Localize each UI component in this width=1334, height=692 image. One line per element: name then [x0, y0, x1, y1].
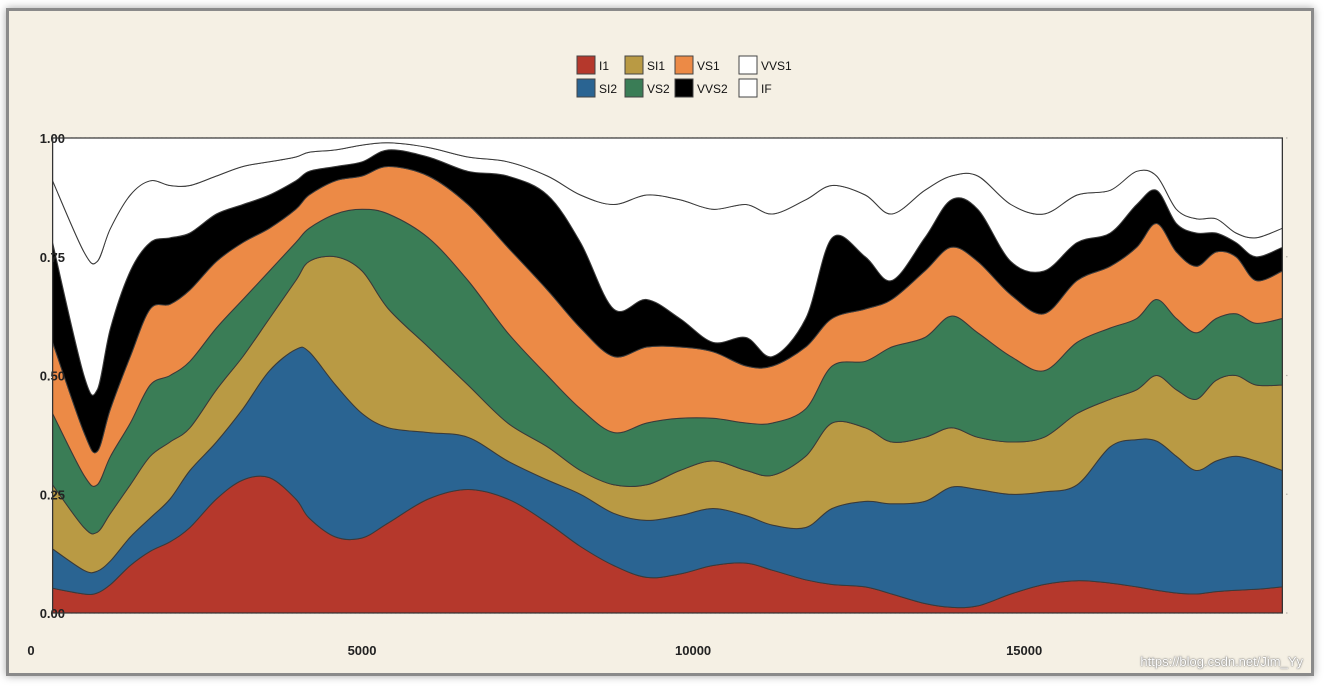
stacked-area-chart: 0.000.250.500.751.000 5000 10000 15000 I1 SI… — [27, 55, 1289, 658]
legend-item-vs2: VS2 — [624, 78, 670, 98]
x-tick-label: 10000 — [675, 643, 711, 658]
legend-item-if: IF — [738, 78, 772, 98]
area-layer — [52, 137, 1283, 614]
legend-item-i1: I1 — [576, 55, 609, 75]
legend-swatch — [738, 78, 758, 98]
legend: I1 SI1 VS1 VVS1 SI2 VS2 VVS2 IF — [576, 55, 792, 98]
legend-item-si1: SI1 — [624, 55, 665, 75]
legend-swatch — [576, 78, 596, 98]
x-tick-label: 15000 — [1006, 643, 1042, 658]
plot-border — [51, 137, 1283, 614]
legend-label: VVS2 — [697, 82, 728, 96]
watermark: https://blog.csdn.net/Jim_Yy — [1140, 654, 1303, 669]
legend-label: VS2 — [647, 82, 670, 96]
legend-label: I1 — [599, 59, 609, 73]
x-tick-label: 0 — [27, 643, 34, 658]
legend-swatch — [576, 55, 596, 75]
legend-item-si2: SI2 — [576, 78, 617, 98]
legend-item-vvs1: VVS1 — [738, 55, 792, 75]
legend-label: SI1 — [647, 59, 665, 73]
legend-label: SI2 — [599, 82, 617, 96]
x-tick-label: 5000 — [348, 643, 377, 658]
legend-label: IF — [761, 82, 772, 96]
legend-swatch — [624, 55, 644, 75]
legend-label: VVS1 — [761, 59, 792, 73]
legend-label: VS1 — [697, 59, 720, 73]
axis-layer: 0.000.250.500.751.000 5000 10000 15000 — [27, 131, 1283, 658]
legend-item-vs1: VS1 — [674, 55, 720, 75]
legend-swatch — [674, 55, 694, 75]
chart-frame: 0.00 0.25 0.50 0.75 1.00 0 5000 10000 15000 I1 SI… — [6, 8, 1314, 676]
legend-swatch — [624, 78, 644, 98]
legend-swatch — [738, 55, 758, 75]
legend-swatch — [674, 78, 694, 98]
legend-item-vvs2: VVS2 — [674, 78, 728, 98]
